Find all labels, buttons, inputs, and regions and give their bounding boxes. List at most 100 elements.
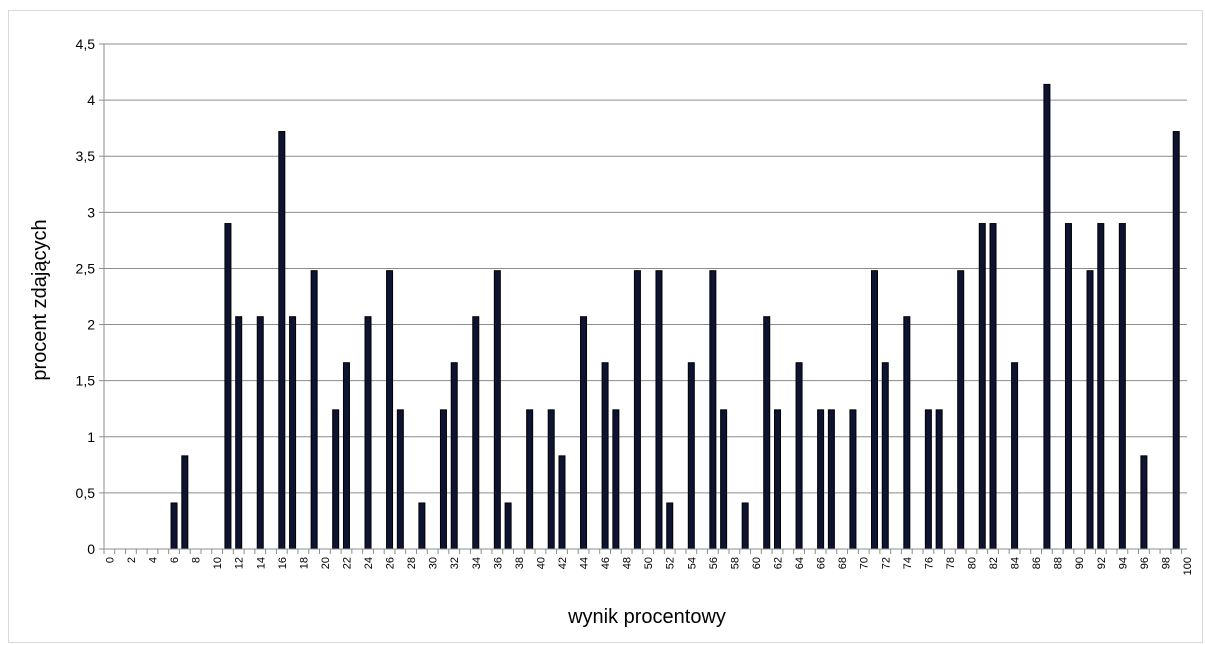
x-tick-label: 84 [1010,557,1022,569]
x-tick-label: 58 [729,557,741,569]
bar [450,362,458,550]
bar [256,316,264,550]
bar [1140,455,1148,550]
x-tick-label: 86 [1031,557,1043,569]
bar [439,409,447,550]
x-tick-label: 40 [535,557,547,569]
bar [364,316,372,550]
x-tick-label: 28 [406,557,418,569]
bar [687,362,695,550]
bar [978,223,986,550]
bar [170,502,178,550]
bar [396,409,404,550]
x-tick-label: 78 [945,557,957,569]
y-tick-label: 0,5 [76,485,96,501]
x-tick-label: 70 [859,557,871,569]
bar [870,270,878,550]
x-tick-label: 50 [643,557,655,569]
x-tick-label: 88 [1053,557,1065,569]
bar [386,270,394,550]
y-tick-label: 1 [87,429,95,445]
x-tick-label: 48 [622,557,634,569]
bar [924,409,932,550]
x-tick-label: 52 [665,557,677,569]
x-tick-label: 100 [1182,557,1194,575]
y-tick-labels: 0 0,5 1 1,5 2 2,5 3 3,5 4 4,5 [76,36,96,557]
bar [655,270,663,550]
y-tick-label: 3,5 [76,148,96,164]
y-tick-label: 1,5 [76,373,96,389]
x-tick-label: 36 [492,557,504,569]
x-tick-label: 22 [341,557,353,569]
x-tick-label: 6 [169,557,181,563]
bar [547,409,555,550]
bar [558,455,566,550]
bar [795,362,803,550]
x-tick-label: 38 [514,557,526,569]
bar [1011,362,1019,550]
y-tick-label: 4,5 [76,36,96,52]
bar [1097,223,1105,550]
x-tick-label: 66 [816,557,828,569]
x-tick-label: 8 [191,557,203,563]
x-tick-label: 12 [234,557,246,569]
bar [1043,83,1051,550]
bar [504,502,512,550]
bars [170,83,1180,550]
x-tick-label: 30 [428,557,440,569]
bar [493,270,501,550]
x-tick-label: 64 [794,557,806,569]
bar [817,409,825,550]
x-tick-label: 96 [1139,557,1151,569]
bar [827,409,835,550]
x-tick-label: 0 [104,557,116,563]
bar [881,362,889,550]
x-tick-label: 76 [923,557,935,569]
y-tick-label: 0 [87,541,95,557]
x-tick-label: 56 [708,557,720,569]
bar [342,362,350,550]
bar [709,270,717,550]
x-tick-label: 18 [298,557,310,569]
x-tick-label: 26 [385,557,397,569]
x-tick-label: 54 [686,557,698,569]
bar [224,223,232,550]
bar [849,409,857,550]
x-tick-label: 14 [255,557,267,569]
bar [935,409,943,550]
x-tick-label: 72 [880,557,892,569]
x-tick-label: 60 [751,557,763,569]
bar [957,270,965,550]
x-tick-label: 32 [449,557,461,569]
x-tick-label: 16 [277,557,289,569]
bar [580,316,588,550]
bar [310,270,318,550]
bar [903,316,911,550]
bar [472,316,480,550]
x-tick-label: 74 [902,557,914,569]
bar [1086,270,1094,550]
x-tick-label: 98 [1160,557,1172,569]
bar [633,270,641,550]
bar [1118,223,1126,550]
bar [289,316,297,550]
x-tick-label: 44 [579,557,591,569]
bar [418,502,426,550]
x-tick-label: 34 [471,557,483,569]
x-tick-label: 46 [600,557,612,569]
axes [103,44,1187,554]
bar [601,362,609,550]
x-tick-label: 62 [773,557,785,569]
x-tick-label: 42 [557,557,569,569]
x-tick-label: 80 [966,557,978,569]
bar [1064,223,1072,550]
bar [1172,131,1180,550]
x-tick-label: 92 [1096,557,1108,569]
x-tick-label: 94 [1117,557,1129,569]
bar [666,502,674,550]
x-tick-label: 90 [1074,557,1086,569]
bar [278,131,286,550]
bar [774,409,782,550]
x-tick-label: 82 [988,557,1000,569]
